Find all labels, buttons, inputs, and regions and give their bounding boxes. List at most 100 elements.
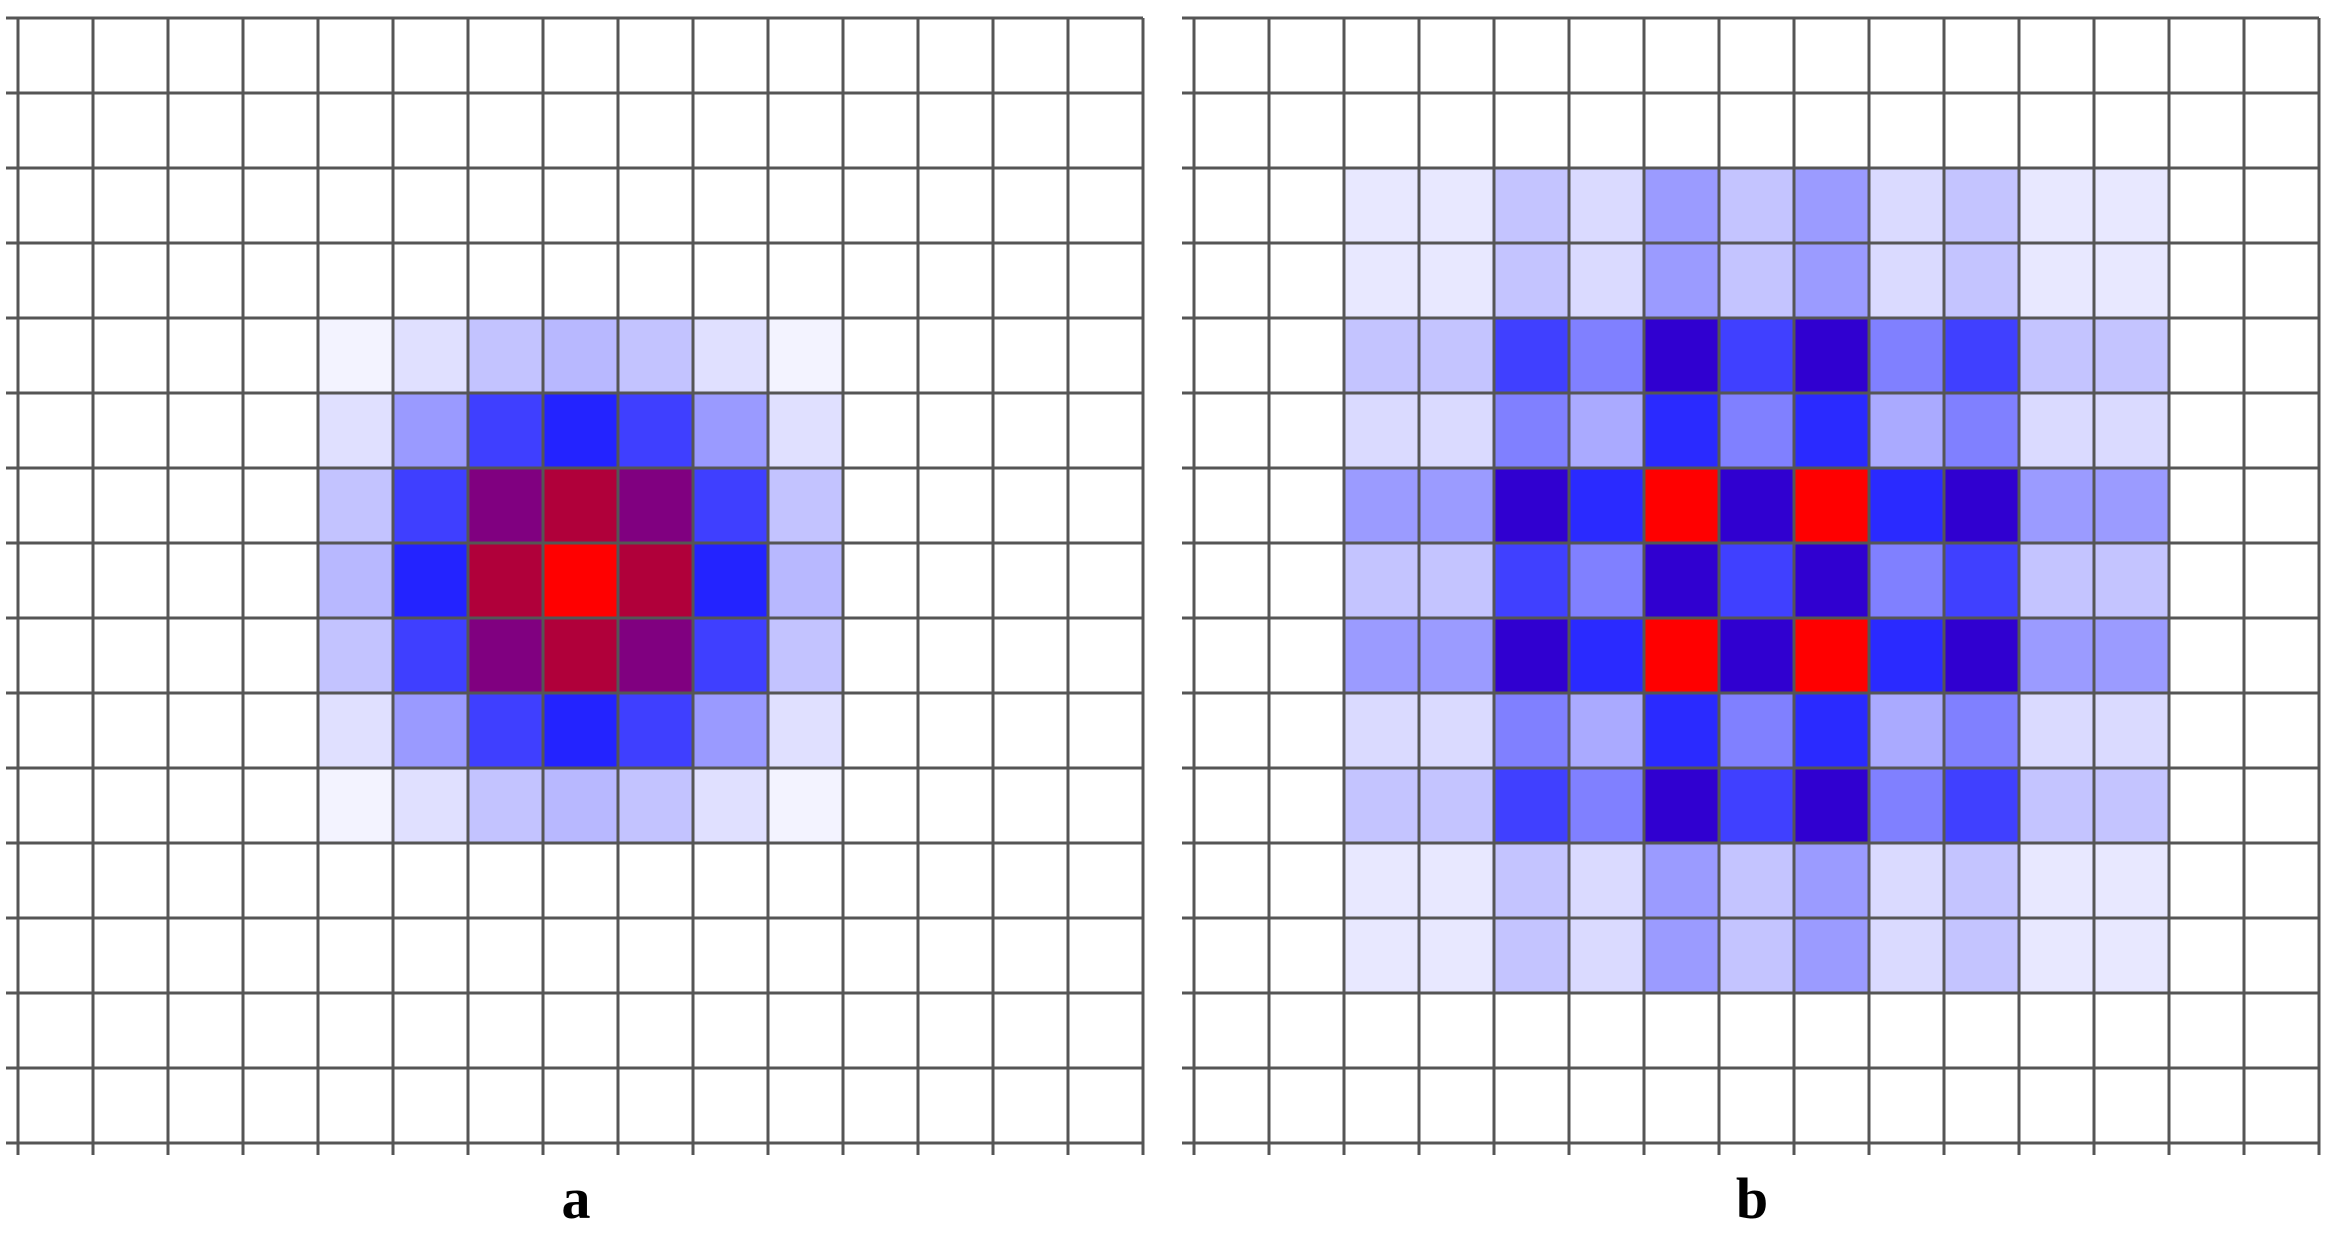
cell-b-r6-c6: [1644, 468, 1719, 543]
cell-b-r4-c8: [1794, 318, 1869, 393]
cell-b-r3-c12: [2094, 243, 2169, 318]
cell-b-r5-c7: [1719, 393, 1794, 468]
cell-b-r6-c11: [2019, 468, 2094, 543]
cell-b-r8-c3: [1419, 618, 1494, 693]
cell-b-r12-c8: [1794, 918, 1869, 993]
cell-a-r4-c10: [768, 318, 843, 393]
cell-b-r9-c11: [2019, 693, 2094, 768]
cell-b-r9-c6: [1644, 693, 1719, 768]
cell-a-r8-c10: [768, 618, 843, 693]
cell-b-r4-c7: [1719, 318, 1794, 393]
cell-a-r4-c6: [468, 318, 543, 393]
grid-b: [1182, 16, 2321, 1155]
cell-a-r9-c6: [468, 693, 543, 768]
cell-b-r8-c11: [2019, 618, 2094, 693]
cell-b-r12-c11: [2019, 918, 2094, 993]
cell-b-r3-c8: [1794, 243, 1869, 318]
cell-b-r10-c3: [1419, 768, 1494, 843]
cell-b-r11-c5: [1569, 843, 1644, 918]
cell-b-r11-c6: [1644, 843, 1719, 918]
cell-b-r2-c7: [1719, 168, 1794, 243]
cell-b-r10-c12: [2094, 768, 2169, 843]
cell-b-r4-c2: [1344, 318, 1419, 393]
cell-a-r10-c5: [393, 768, 468, 843]
cell-b-r2-c12: [2094, 168, 2169, 243]
cell-a-r10-c4: [318, 768, 393, 843]
cell-b-r9-c5: [1569, 693, 1644, 768]
cell-b-r11-c2: [1344, 843, 1419, 918]
cell-b-r7-c11: [2019, 543, 2094, 618]
cell-b-r10-c8: [1794, 768, 1869, 843]
cell-a-r6-c10: [768, 468, 843, 543]
cell-b-r10-c4: [1494, 768, 1569, 843]
cell-b-r8-c5: [1569, 618, 1644, 693]
cell-b-r5-c12: [2094, 393, 2169, 468]
cell-b-r12-c5: [1569, 918, 1644, 993]
cell-a-r9-c8: [618, 693, 693, 768]
cell-b-r4-c10: [1944, 318, 2019, 393]
cell-b-r8-c12: [2094, 618, 2169, 693]
grid-panel-a: [0, 0, 1160, 1160]
cell-b-r2-c6: [1644, 168, 1719, 243]
cell-b-r7-c3: [1419, 543, 1494, 618]
cell-b-r4-c4: [1494, 318, 1569, 393]
cell-b-r3-c6: [1644, 243, 1719, 318]
cell-b-r3-c11: [2019, 243, 2094, 318]
cell-b-r7-c7: [1719, 543, 1794, 618]
cell-b-r8-c4: [1494, 618, 1569, 693]
cell-a-r7-c10: [768, 543, 843, 618]
cell-b-r4-c9: [1869, 318, 1944, 393]
cell-b-r8-c7: [1719, 618, 1794, 693]
panel-label-a: a: [561, 1166, 591, 1231]
cell-b-r2-c3: [1419, 168, 1494, 243]
cell-a-r10-c7: [543, 768, 618, 843]
cell-b-r4-c6: [1644, 318, 1719, 393]
cell-b-r3-c3: [1419, 243, 1494, 318]
cell-b-r6-c4: [1494, 468, 1569, 543]
cell-b-r9-c3: [1419, 693, 1494, 768]
cell-a-r5-c5: [393, 393, 468, 468]
cell-a-r10-c10: [768, 768, 843, 843]
cell-b-r10-c11: [2019, 768, 2094, 843]
cell-b-r6-c10: [1944, 468, 2019, 543]
cell-b-r2-c9: [1869, 168, 1944, 243]
cell-a-r4-c7: [543, 318, 618, 393]
cell-a-r8-c7: [543, 618, 618, 693]
cell-b-r5-c10: [1944, 393, 2019, 468]
cell-b-r11-c4: [1494, 843, 1569, 918]
cell-b-r5-c9: [1869, 393, 1944, 468]
cell-b-r5-c3: [1419, 393, 1494, 468]
cell-b-r7-c8: [1794, 543, 1869, 618]
cell-a-r9-c10: [768, 693, 843, 768]
cell-b-r7-c2: [1344, 543, 1419, 618]
cell-b-r4-c11: [2019, 318, 2094, 393]
cell-b-r12-c6: [1644, 918, 1719, 993]
cell-b-r4-c5: [1569, 318, 1644, 393]
cell-b-r5-c4: [1494, 393, 1569, 468]
cell-b-r3-c4: [1494, 243, 1569, 318]
cell-b-r7-c10: [1944, 543, 2019, 618]
cell-b-r11-c3: [1419, 843, 1494, 918]
cell-b-r3-c7: [1719, 243, 1794, 318]
grid-a: [6, 16, 1145, 1155]
cell-b-r6-c3: [1419, 468, 1494, 543]
cell-a-r5-c4: [318, 393, 393, 468]
cell-b-r11-c8: [1794, 843, 1869, 918]
cell-a-r9-c9: [693, 693, 768, 768]
cell-a-r5-c8: [618, 393, 693, 468]
cell-b-r8-c2: [1344, 618, 1419, 693]
cell-a-r5-c6: [468, 393, 543, 468]
cell-b-r6-c2: [1344, 468, 1419, 543]
cell-b-r6-c5: [1569, 468, 1644, 543]
cell-a-r5-c10: [768, 393, 843, 468]
cell-b-r8-c6: [1644, 618, 1719, 693]
cell-b-r5-c8: [1794, 393, 1869, 468]
cell-b-r5-c5: [1569, 393, 1644, 468]
cell-b-r2-c2: [1344, 168, 1419, 243]
cell-b-r2-c11: [2019, 168, 2094, 243]
cell-b-r9-c12: [2094, 693, 2169, 768]
cell-a-r7-c6: [468, 543, 543, 618]
cell-a-r8-c5: [393, 618, 468, 693]
cell-b-r6-c9: [1869, 468, 1944, 543]
cell-b-r9-c2: [1344, 693, 1419, 768]
